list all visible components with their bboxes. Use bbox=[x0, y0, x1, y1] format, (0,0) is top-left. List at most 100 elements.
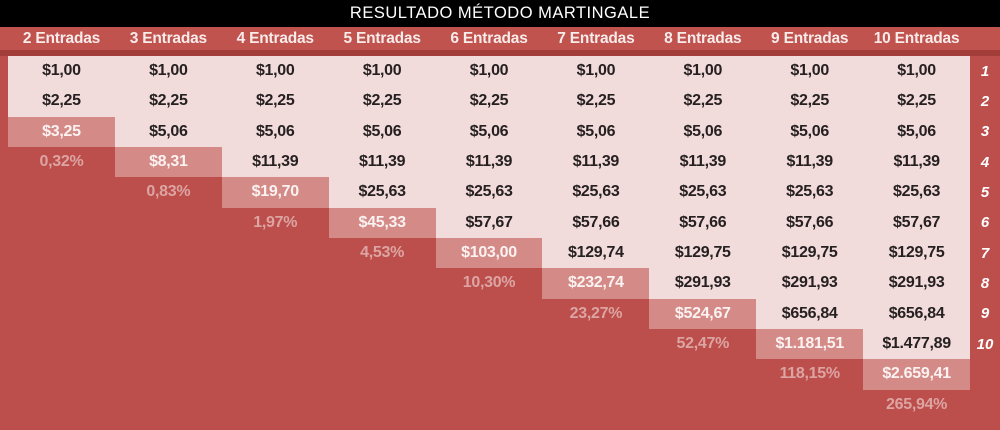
value-cell[interactable]: $2,25 bbox=[863, 86, 971, 117]
value-cell[interactable]: $25,63 bbox=[756, 177, 864, 208]
row-number: 4 bbox=[980, 153, 990, 171]
value-cell[interactable]: $2,25 bbox=[8, 86, 115, 117]
table-row: 1,97% $45,33 $57,67 $57,66 $57,66 $57,66 $57,6… bbox=[8, 207, 971, 238]
percent-cell[interactable]: 265,94% bbox=[886, 395, 948, 413]
value-cell[interactable]: $25,63 bbox=[435, 177, 543, 208]
highlight-cell[interactable]: $8,31 bbox=[114, 146, 222, 178]
column-header-6-entradas[interactable]: 6 Entradas bbox=[450, 29, 528, 47]
value-cell[interactable]: $11,39 bbox=[756, 146, 864, 178]
value-cell[interactable]: $129,74 bbox=[542, 237, 650, 269]
row-number bbox=[970, 390, 1000, 420]
empty-cell bbox=[436, 329, 543, 359]
value-cell[interactable]: $5,06 bbox=[756, 116, 864, 147]
highlight-cell[interactable]: $19,70 bbox=[221, 177, 329, 208]
value-cell[interactable]: $656,84 bbox=[756, 298, 864, 329]
value-cell[interactable]: $25,63 bbox=[328, 177, 436, 208]
column-header-7-entradas[interactable]: 7 Entradas bbox=[557, 29, 635, 47]
value-cell[interactable]: $1,00 bbox=[435, 56, 543, 87]
row-number bbox=[970, 359, 1000, 389]
value-cell[interactable]: $11,39 bbox=[863, 146, 971, 178]
value-cell[interactable]: $1,00 bbox=[221, 56, 329, 87]
value-cell[interactable]: $2,25 bbox=[114, 86, 222, 117]
value-cell[interactable]: $1,00 bbox=[114, 56, 222, 87]
percent-cell[interactable]: 0,32% bbox=[39, 153, 84, 171]
empty-cell bbox=[222, 299, 329, 329]
value-cell[interactable]: $129,75 bbox=[863, 237, 971, 269]
value-cell[interactable]: $291,93 bbox=[756, 268, 864, 299]
value-cell[interactable]: $25,63 bbox=[542, 177, 650, 208]
value-cell[interactable]: $1,00 bbox=[863, 56, 971, 87]
value-cell[interactable]: $5,06 bbox=[114, 116, 222, 147]
value-cell[interactable]: $1.477,89 bbox=[863, 328, 971, 360]
empty-cell bbox=[649, 390, 756, 420]
percent-cell[interactable]: 10,30% bbox=[462, 274, 516, 292]
value-cell[interactable]: $1,00 bbox=[542, 56, 650, 87]
value-cell[interactable]: $5,06 bbox=[221, 116, 329, 147]
value-cell[interactable]: $656,84 bbox=[863, 298, 971, 329]
value-cell[interactable]: $25,63 bbox=[863, 177, 971, 208]
value-cell[interactable]: $1,00 bbox=[649, 56, 757, 87]
value-cell[interactable]: $57,66 bbox=[649, 207, 757, 238]
value-cell[interactable]: $57,66 bbox=[756, 207, 864, 238]
highlight-cell[interactable]: $232,74 bbox=[542, 268, 650, 299]
column-header-8-entradas[interactable]: 8 Entradas bbox=[664, 29, 742, 47]
value-cell[interactable]: $129,75 bbox=[649, 237, 757, 269]
value-cell[interactable]: $25,63 bbox=[649, 177, 757, 208]
value-cell[interactable]: $2,25 bbox=[435, 86, 543, 117]
column-header-4-entradas[interactable]: 4 Entradas bbox=[236, 29, 314, 47]
percent-cell[interactable]: 23,27% bbox=[569, 304, 623, 322]
title-bar: RESULTADO MÉTODO MARTINGALE bbox=[0, 0, 1000, 27]
highlight-cell[interactable]: $524,67 bbox=[649, 298, 757, 329]
highlight-cell[interactable]: $1.181,51 bbox=[756, 328, 864, 360]
value-cell[interactable]: $2,25 bbox=[756, 86, 864, 117]
highlight-cell[interactable]: $45,33 bbox=[328, 207, 436, 238]
value-cell[interactable]: $11,39 bbox=[542, 146, 650, 178]
value-cell[interactable]: $2,25 bbox=[221, 86, 329, 117]
empty-cell bbox=[8, 177, 115, 207]
value-cell[interactable]: $11,39 bbox=[221, 146, 329, 178]
row-number-gutter: 1 2 3 4 5 6 7 8 9 10 bbox=[970, 56, 1000, 420]
percent-cell[interactable]: 52,47% bbox=[676, 335, 730, 353]
value-cell[interactable]: $11,39 bbox=[649, 146, 757, 178]
value-cell[interactable]: $2,25 bbox=[542, 86, 650, 117]
column-header-10-entradas[interactable]: 10 Entradas bbox=[873, 29, 960, 47]
value-cell[interactable]: $1,00 bbox=[328, 56, 436, 87]
empty-cell bbox=[115, 329, 222, 359]
table-row: 52,47% $1.181,51 $1.477,89 bbox=[8, 328, 971, 360]
value-cell[interactable]: $5,06 bbox=[542, 116, 650, 147]
column-header-2-entradas[interactable]: 2 Entradas bbox=[22, 29, 101, 47]
empty-cell bbox=[115, 390, 222, 420]
percent-cell[interactable]: 1,97% bbox=[253, 213, 298, 231]
empty-cell bbox=[8, 299, 115, 329]
highlight-cell[interactable]: $3,25 bbox=[8, 116, 115, 147]
percent-cell[interactable]: 118,15% bbox=[779, 365, 840, 383]
value-cell[interactable]: $2,25 bbox=[328, 86, 436, 117]
value-cell[interactable]: $11,39 bbox=[328, 146, 436, 178]
highlight-cell[interactable]: $2.659,41 bbox=[863, 359, 971, 390]
value-cell[interactable]: $5,06 bbox=[649, 116, 757, 147]
value-cell[interactable]: $57,66 bbox=[542, 207, 650, 238]
value-cell[interactable]: $57,67 bbox=[435, 207, 543, 238]
value-cell[interactable]: $5,06 bbox=[328, 116, 436, 147]
value-cell[interactable]: $2,25 bbox=[649, 86, 757, 117]
percent-cell[interactable]: 4,53% bbox=[360, 244, 405, 262]
value-cell[interactable]: $11,39 bbox=[435, 146, 543, 178]
column-header-5-entradas[interactable]: 5 Entradas bbox=[343, 29, 421, 47]
value-cell[interactable]: $1,00 bbox=[756, 56, 864, 87]
value-cell[interactable]: $57,67 bbox=[863, 207, 971, 238]
percent-cell[interactable]: 0,83% bbox=[146, 183, 191, 201]
column-header-9-entradas[interactable]: 9 Entradas bbox=[771, 29, 849, 47]
highlight-cell[interactable]: $103,00 bbox=[435, 237, 543, 269]
value-cell[interactable]: $5,06 bbox=[863, 116, 971, 147]
empty-cell bbox=[8, 359, 115, 389]
table-row: 118,15% $2.659,41 bbox=[8, 359, 971, 390]
value-cell[interactable]: $291,93 bbox=[863, 268, 971, 299]
value-cell[interactable]: $291,93 bbox=[649, 268, 757, 299]
value-cell[interactable]: $1,00 bbox=[8, 56, 115, 87]
value-cell[interactable]: $129,75 bbox=[756, 237, 864, 269]
value-cell[interactable]: $5,06 bbox=[435, 116, 543, 147]
empty-cell bbox=[436, 359, 543, 389]
empty-cell bbox=[436, 390, 543, 420]
column-header-3-entradas[interactable]: 3 Entradas bbox=[129, 29, 207, 47]
